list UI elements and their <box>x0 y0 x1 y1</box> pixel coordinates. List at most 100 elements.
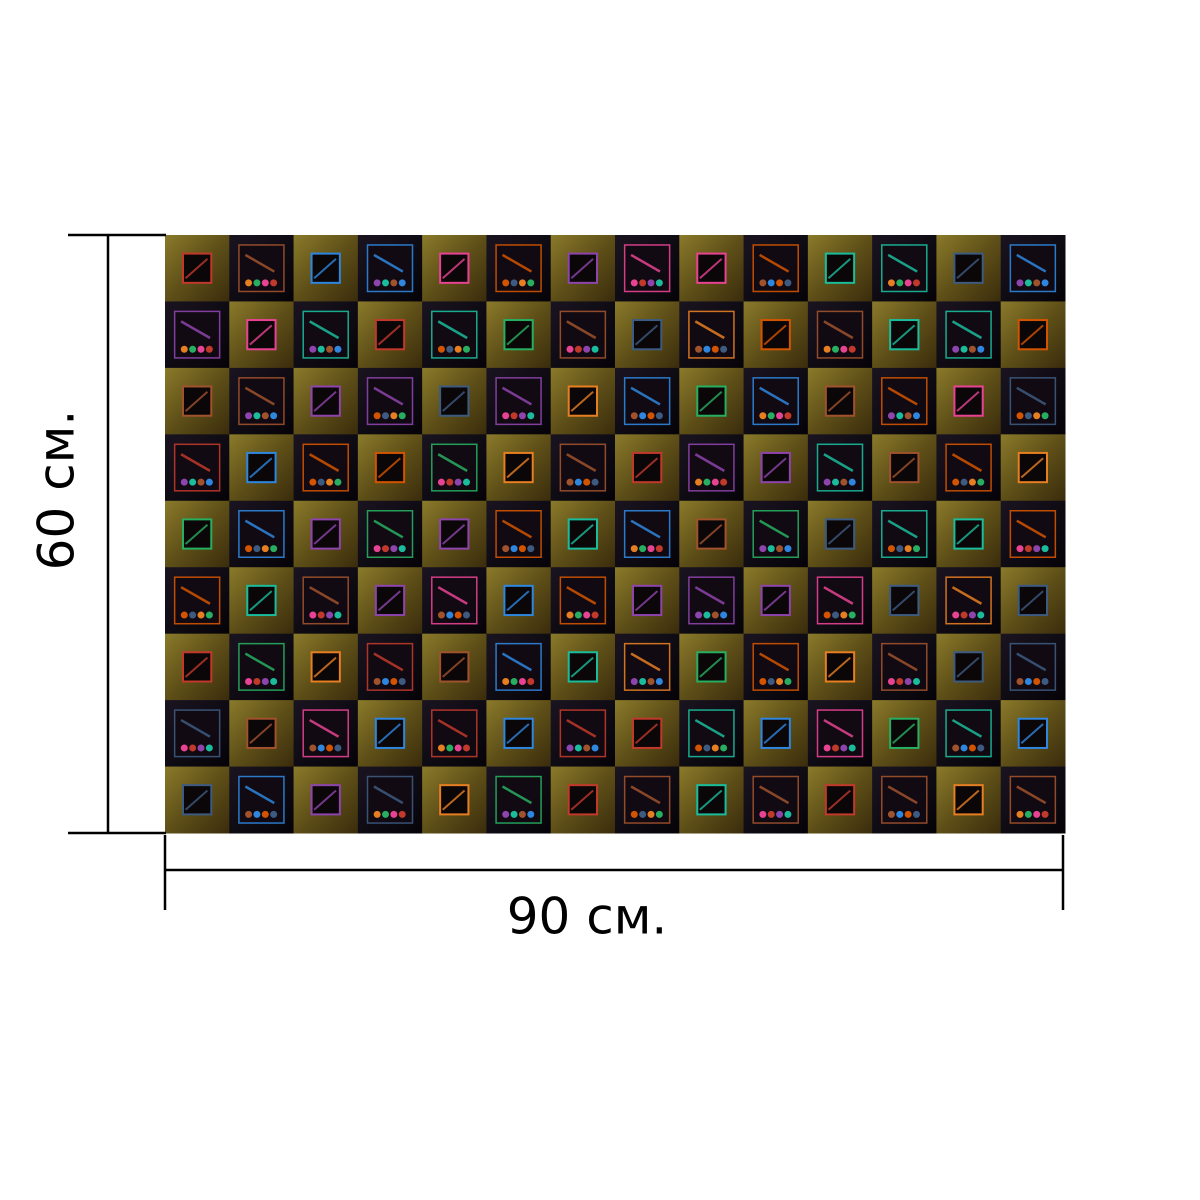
accent-dot <box>390 279 398 287</box>
accent-stroke <box>437 718 468 738</box>
accent-dot <box>1016 412 1024 420</box>
accent-dot <box>840 345 848 353</box>
accent-dot <box>759 678 767 686</box>
accent-stroke <box>184 656 209 678</box>
accent-dot <box>896 678 904 686</box>
accent-stroke <box>313 656 337 678</box>
accent-stroke <box>373 652 404 672</box>
accent-dot <box>317 478 325 486</box>
accent-dot <box>913 810 920 818</box>
accent-dot <box>913 545 920 553</box>
accent-dot <box>205 345 213 353</box>
accent-stroke <box>634 590 659 612</box>
accent-dot <box>317 611 325 619</box>
accent-dot <box>767 279 775 287</box>
accent-dot <box>527 810 535 818</box>
accent-dot <box>1033 412 1041 420</box>
accent-stroke <box>313 258 337 279</box>
accent-dot <box>776 678 784 686</box>
frame-window <box>310 784 341 816</box>
accent-stroke <box>694 586 725 605</box>
accent-stroke <box>892 457 916 479</box>
accent-stroke <box>630 652 661 672</box>
accent-dot <box>647 412 655 420</box>
accent-dot <box>823 744 831 752</box>
accent-stroke <box>763 590 787 612</box>
accent-dot <box>270 678 278 686</box>
accent-stroke <box>699 258 723 279</box>
accent-dot <box>245 279 253 287</box>
accent-dot <box>776 279 784 287</box>
accent-dot <box>390 678 398 686</box>
accent-dot <box>566 611 574 619</box>
accent-stroke <box>699 656 723 678</box>
accent-dot <box>913 412 920 420</box>
accent-stroke <box>763 723 787 745</box>
accent-dot <box>639 279 647 287</box>
accent-dot <box>326 345 334 353</box>
accent-stroke <box>570 391 594 412</box>
accent-dot <box>695 744 703 752</box>
accent-stroke <box>570 789 594 811</box>
accent-dot <box>574 478 582 486</box>
accent-dot <box>784 545 792 553</box>
accent-stroke <box>1020 457 1044 479</box>
accent-dot <box>1024 810 1032 818</box>
accent-dot <box>502 279 510 287</box>
accent-dot <box>1041 810 1049 818</box>
accent-stroke <box>442 789 466 811</box>
accent-stroke <box>823 718 854 738</box>
accent-dot <box>437 611 445 619</box>
accent-dot <box>270 412 278 420</box>
accent-dot <box>454 744 462 752</box>
accent-dot <box>518 810 526 818</box>
accent-dot <box>205 478 213 486</box>
accent-dot <box>382 678 389 686</box>
accent-dot <box>630 279 638 287</box>
accent-stroke <box>827 391 851 412</box>
accent-stroke <box>566 586 597 605</box>
accent-stroke <box>1020 324 1044 346</box>
accent-stroke <box>377 590 401 612</box>
accent-dot <box>655 545 663 553</box>
accent-stroke <box>373 519 404 539</box>
accent-stroke <box>699 391 723 412</box>
accent-stroke <box>377 324 401 346</box>
accent-stroke <box>630 519 661 539</box>
accent-stroke <box>759 652 790 672</box>
accent-dot <box>840 744 848 752</box>
accent-dot <box>502 678 510 686</box>
accent-dot <box>253 810 261 818</box>
accent-dot <box>1033 279 1041 287</box>
accent-dot <box>261 678 269 686</box>
accent-dot <box>639 810 647 818</box>
accent-dot <box>454 478 462 486</box>
accent-dot <box>720 611 728 619</box>
accent-stroke <box>887 253 918 273</box>
accent-dot <box>832 345 839 353</box>
accent-dot <box>454 611 462 619</box>
accent-stroke <box>823 453 854 472</box>
accent-stroke <box>694 453 725 472</box>
accent-dot <box>968 611 976 619</box>
accent-dot <box>446 611 454 619</box>
accent-dot <box>527 678 535 686</box>
accent-stroke <box>634 457 659 479</box>
accent-dot <box>887 678 895 686</box>
accent-dot <box>510 279 518 287</box>
accent-dot <box>1041 412 1049 420</box>
accent-dot <box>960 345 968 353</box>
accent-dot <box>960 611 968 619</box>
accent-dot <box>630 545 638 553</box>
accent-dot <box>784 279 792 287</box>
accent-dot <box>326 611 334 619</box>
accent-dot <box>655 810 663 818</box>
accent-dot <box>253 678 261 686</box>
accent-dot <box>711 345 719 353</box>
accent-stroke <box>244 519 275 539</box>
accent-dot <box>1024 279 1032 287</box>
accent-stroke <box>442 258 466 279</box>
accent-dot <box>832 744 839 752</box>
accent-dot <box>583 345 591 353</box>
